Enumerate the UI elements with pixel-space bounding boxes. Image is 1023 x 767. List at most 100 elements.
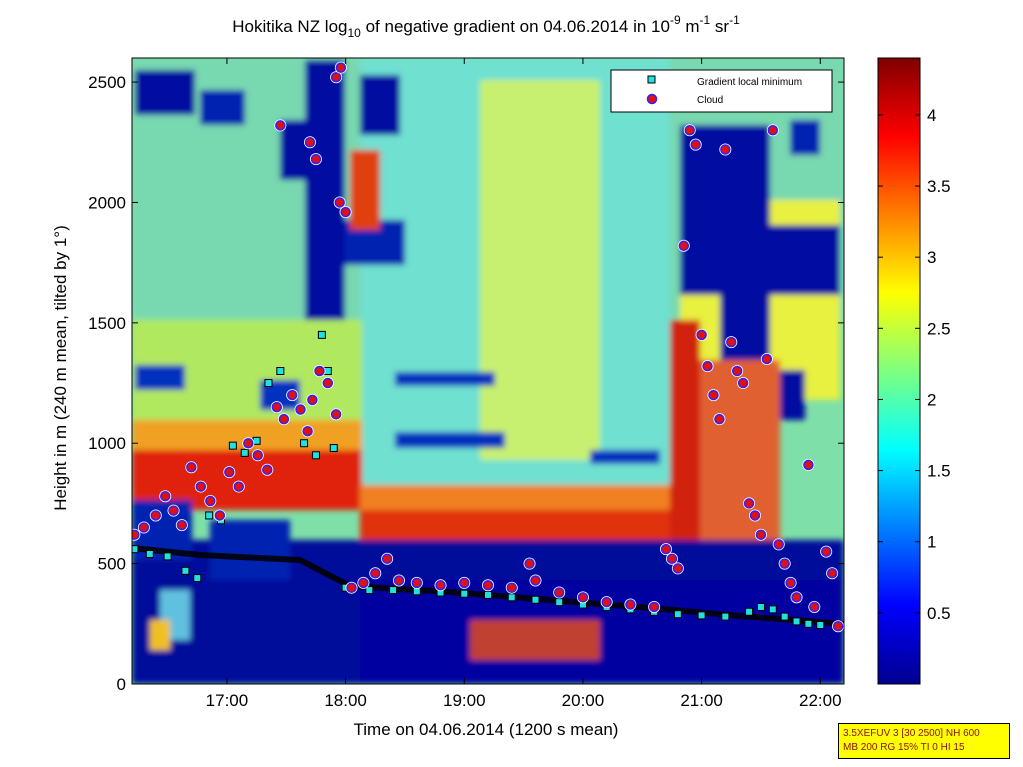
colorbar-tick-label: 4 [927, 106, 936, 125]
cloud-point [195, 481, 207, 492]
gradient-minimum-point [228, 441, 237, 450]
gradient-minimum-point [132, 545, 139, 554]
gradient-minimum-point [780, 612, 789, 621]
cloud-point [138, 522, 150, 533]
gradient-minimum-point [317, 330, 326, 339]
x-axis: 17:00 18:00 19:00 20:00 21:00 22:00 [206, 58, 842, 710]
cloud-point [295, 404, 306, 415]
gradient-minimum-point [721, 612, 730, 621]
gradient-minimum-point [163, 552, 172, 561]
cloud-point [755, 529, 767, 540]
colorbar-tick-label: 3.5 [927, 177, 951, 196]
cloud-point [577, 592, 589, 603]
gradient-minimum-point [240, 448, 249, 457]
gradient-minimum-point [555, 598, 564, 607]
cloud-point [737, 377, 749, 389]
cloud-point [271, 401, 283, 413]
gradient-minimum-point [804, 619, 813, 628]
gradient-minimum-point [389, 586, 398, 595]
gradient-minimum-point [816, 621, 825, 630]
cloud-point [767, 124, 779, 136]
cloud-point [826, 567, 838, 579]
colorbar-tick-label: 3 [927, 248, 936, 267]
cloud-point [482, 580, 494, 591]
cloud-point [779, 558, 790, 569]
gradient-minimum-point [311, 451, 320, 460]
cloud-point [132, 529, 140, 540]
cloud-point [330, 409, 342, 420]
colorbar-ticks: 0.5 1 1.5 2 2.5 3 3.5 4 [878, 106, 951, 623]
gradient-minimum-point [756, 602, 765, 611]
cloud-point [262, 464, 273, 475]
x-tick-label: 22:00 [799, 691, 842, 710]
colorbar-tick-label: 1 [927, 533, 936, 552]
cloud-point [205, 495, 216, 507]
cloud-point [761, 353, 773, 365]
gradient-minimum-point [507, 593, 516, 602]
cloud-point [214, 510, 226, 521]
cloud-point [690, 139, 701, 150]
cloud-point [150, 510, 161, 521]
markers [132, 61, 844, 633]
legend-cloud-label: Cloud [697, 95, 723, 106]
y-tick-label: 500 [98, 555, 126, 574]
cloud-point [530, 575, 541, 586]
colorbar-tick-label: 2.5 [927, 319, 951, 338]
cloud-point [159, 490, 171, 502]
cloud-point [307, 394, 318, 406]
legend-gradient-label: Gradient local minimum [697, 77, 802, 88]
cloud-point [803, 459, 814, 471]
cloud-point [726, 336, 737, 348]
cloud-point [335, 62, 347, 73]
x-tick-label: 17:00 [206, 691, 249, 710]
cloud-point [672, 563, 684, 574]
cloud-point [696, 329, 707, 341]
gradient-minimum-point [697, 611, 706, 620]
gradient-minimum-point [264, 379, 273, 388]
cloud-point [459, 577, 470, 589]
gradient-minimum-point [365, 586, 374, 595]
cloud-point [714, 413, 725, 425]
cloud-point [314, 365, 325, 377]
gradient-minimum-point [145, 549, 154, 558]
cloud-point [809, 601, 820, 613]
cloud-point [275, 120, 286, 131]
cloud-point [435, 580, 446, 591]
y-tick-label: 0 [117, 675, 126, 694]
colorbar-tick-label: 0.5 [927, 604, 951, 623]
cloud-point [702, 360, 713, 372]
chart-title: Hokitika NZ log10 of negative gradient o… [232, 13, 740, 40]
cloud-point [252, 450, 264, 461]
y-axis: 0 500 1000 1500 2000 2500 [88, 73, 844, 694]
cloud-point [832, 620, 844, 632]
cloud-point [310, 153, 322, 165]
cloud-point [708, 389, 719, 401]
gradient-minimum-point [460, 589, 469, 598]
y-axis-label: Height in m (240 m mean, tilted by 1°) [51, 225, 70, 511]
gradient-minimum-point [205, 511, 214, 520]
gradient-minimum-point [193, 574, 202, 583]
cloud-point [660, 543, 672, 555]
gradient-minimum-point [300, 439, 309, 448]
gradient-minimum-point [531, 595, 540, 604]
y-tick-label: 1500 [88, 314, 126, 333]
gradient-minimum-point [768, 605, 777, 614]
gradient-minimum-point [181, 566, 190, 575]
cloud-point [601, 596, 612, 608]
cloud-point [720, 144, 731, 155]
y-tick-label: 2500 [88, 73, 126, 92]
legend-cloud-marker [646, 93, 658, 105]
cloud-point [168, 505, 179, 516]
cloud-point [233, 481, 245, 492]
cloud-point [749, 510, 761, 521]
cloud-point [304, 137, 316, 148]
cloud-point [666, 553, 678, 565]
cloud-point [785, 577, 796, 589]
x-tick-label: 18:00 [324, 691, 367, 710]
gradient-minimum-point [673, 610, 682, 619]
x-tick-label: 21:00 [680, 691, 723, 710]
cloud-point [791, 592, 802, 603]
cloud-point [731, 365, 743, 377]
x-tick-label: 20:00 [562, 691, 605, 710]
